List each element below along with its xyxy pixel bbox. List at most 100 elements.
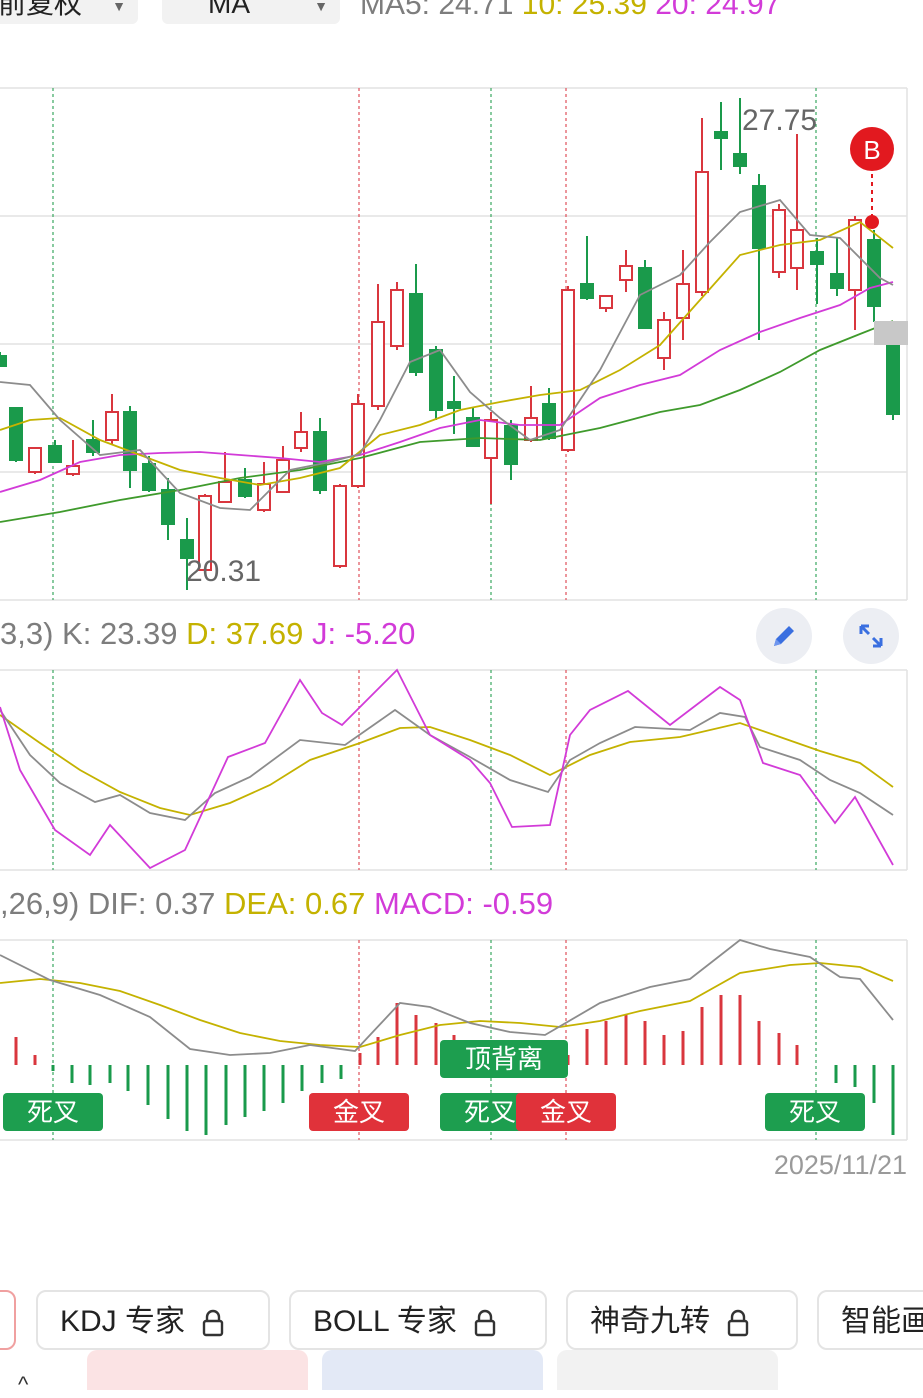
expand-button[interactable] [843,608,899,664]
candle-body [9,407,23,461]
candle-body [161,489,175,525]
candle-body [218,481,232,503]
candle-body [638,267,652,329]
ma20-line [0,281,894,493]
tab-boll-expert[interactable]: BOLL 专家 [289,1290,547,1350]
candle-body [504,425,518,465]
candle-body [676,283,690,319]
candle-body [580,283,594,299]
candle-body [733,153,747,167]
tab-label: BOLL 专家 [313,1305,457,1338]
candle-body [123,411,137,471]
candle-body [0,355,7,367]
kdj-k-value: K: 23.39 [62,616,178,651]
more-action-button[interactable] [557,1350,778,1390]
tab-smart-draw[interactable]: 智能画 [817,1290,923,1350]
candle-body [561,289,575,451]
edit-button[interactable] [756,608,812,664]
price-adjust-label: 前复权 [0,0,83,19]
macd-value: MACD: -0.59 [373,886,554,921]
candle-body [198,495,212,571]
price-adjust-dropdown[interactable]: 前复权 ▼ [0,0,138,24]
price-scroll-indicator [874,321,908,345]
kdj-j-line [0,668,894,870]
candle-body [848,219,862,291]
candle-body [105,411,119,441]
lock-icon [728,1309,749,1337]
macd-dif-value: DIF: 0.37 [87,886,216,921]
ma30-line [0,320,894,523]
macd-dif-line [0,939,894,1056]
candle-body [447,401,461,409]
tab-magic-nine[interactable]: 神奇九转 [566,1290,798,1350]
candlestick-chart[interactable]: 27.75 20.31 B [0,0,923,610]
candle-body [695,171,709,293]
macd-dea-line [0,962,894,1048]
signal-badge[interactable]: 金叉 [516,1093,616,1131]
ma5-line [0,198,894,511]
kdj-chart[interactable] [0,665,923,875]
candle-body [86,439,100,453]
ma10-value: 10: 25.39 [521,0,647,21]
tab-label: 智能画 [841,1305,923,1338]
candle-body [752,185,766,249]
signal-badge[interactable]: 顶背离 [440,1040,568,1078]
buy-point [865,215,879,229]
macd-params: ,26,9) [0,886,80,921]
candle-body [238,479,252,497]
candle-body [886,345,900,415]
buy-action-button[interactable] [87,1350,308,1390]
candle-body [714,131,728,139]
kdj-d-value: D: 37.69 [186,616,304,651]
kdj-k-line [0,708,894,821]
signal-badge[interactable]: 金叉 [309,1093,409,1131]
candle-body [409,293,423,373]
chart-grid [0,87,908,601]
candle-body [48,445,62,463]
buy-marker[interactable] [850,127,894,171]
tab-label: 神奇九转 [590,1305,710,1338]
tab-previous[interactable] [0,1290,16,1350]
lock-icon [475,1309,496,1337]
candle-body [810,251,824,265]
tab-kdj-expert[interactable]: KDJ 专家 [36,1290,270,1350]
end-date-label: 2025/11/21 [773,1150,907,1180]
pencil-icon [774,626,794,646]
moving-averages [0,198,894,523]
candle-body [830,273,844,289]
ma10-line [0,220,894,486]
macd-legend: ,26,9) DIF: 0.37 DEA: 0.67 MACD: -0.59 [0,886,553,922]
kdj-j-value: J: -5.20 [311,616,416,651]
high-price-label: 27.75 [742,104,817,137]
low-price-label: 20.31 [186,555,261,588]
macd-dea-value: DEA: 0.67 [224,886,366,921]
ma-legend: MA5: 24.71 10: 25.39 20: 24.97 [360,0,780,22]
candle-body [599,295,613,309]
kdj-params: 3,3) [0,616,54,651]
ma20-value: 20: 24.97 [655,0,781,21]
signal-badge[interactable]: 死叉 [3,1093,103,1131]
lock-icon [203,1309,224,1337]
tab-label: KDJ 专家 [60,1305,186,1338]
indicator-dropdown[interactable]: MA ▼ [162,0,340,24]
candle-body [390,289,404,347]
ma5-value: MA5: 24.71 [360,0,514,21]
signal-badge[interactable]: 死叉 [765,1093,865,1131]
buy-marker-label: B [863,135,880,165]
candle-body [790,229,804,269]
candle-body [619,265,633,281]
chevron-down-icon: ▼ [314,0,328,14]
candle-body [772,209,786,273]
candle-body [371,321,385,407]
candle-body [294,431,308,449]
candle-body [28,447,42,473]
candle-body [351,403,365,487]
candle-body [333,485,347,567]
indicator-label: MA [208,0,250,19]
sell-action-button[interactable] [322,1350,543,1390]
chevron-up-icon[interactable]: ^ [18,1372,29,1397]
signal-guidelines [52,88,817,600]
chevron-down-icon: ▼ [112,0,126,14]
candle-body [429,349,443,411]
candle-body [180,539,194,559]
